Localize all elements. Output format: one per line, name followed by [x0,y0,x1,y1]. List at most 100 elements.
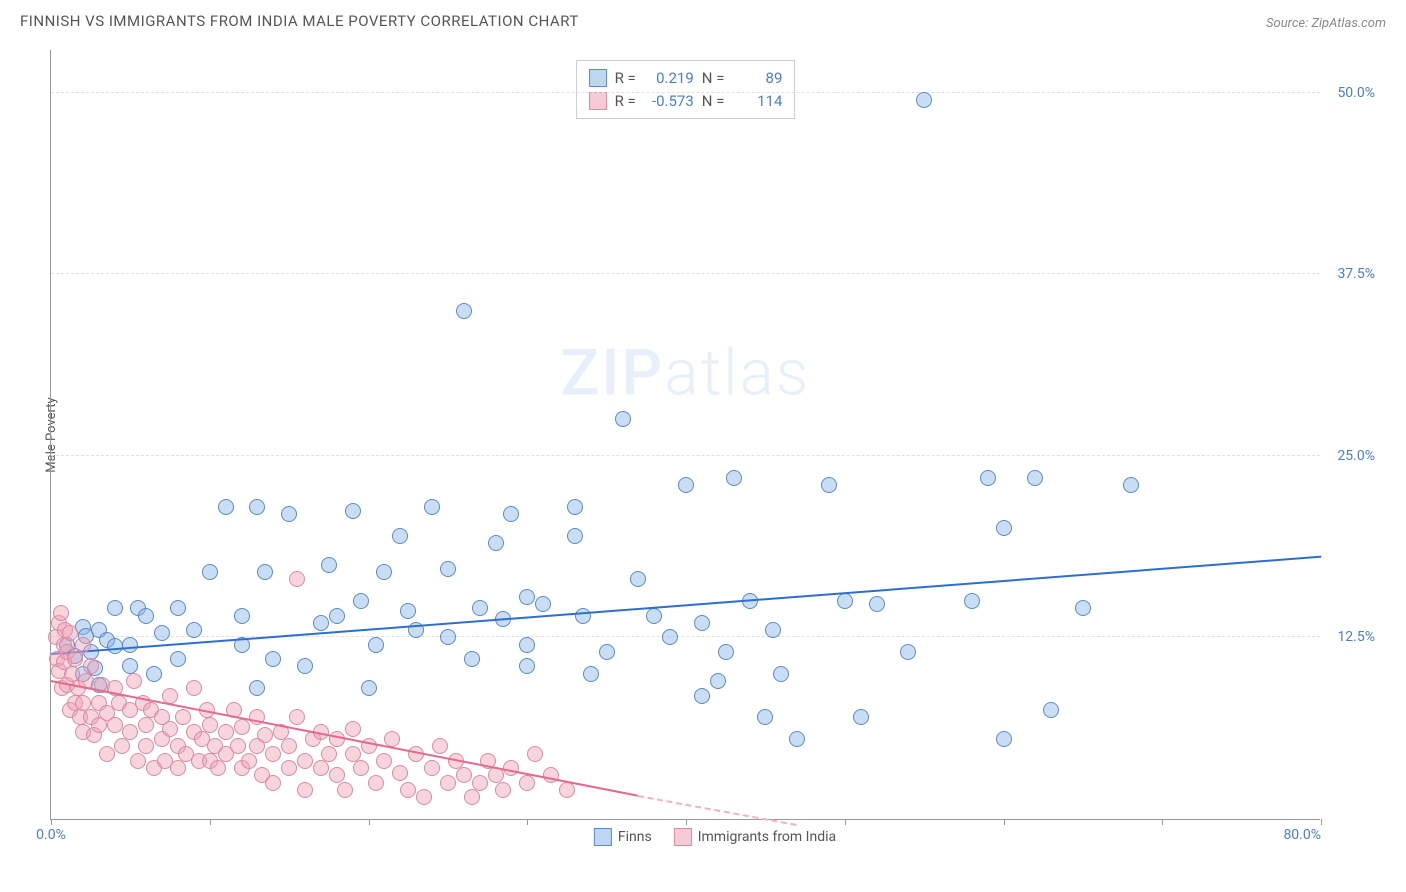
data-point [107,717,123,733]
data-point [472,600,488,616]
y-tick-label: 12.5% [1337,629,1375,645]
data-point [353,760,369,776]
x-tick [369,819,370,825]
stat-n-val-1: 89 [732,67,782,90]
data-point [980,470,996,486]
stat-r-label-2: R = [615,90,636,113]
data-point [1043,702,1059,718]
data-point [154,625,170,641]
data-point [126,673,142,689]
x-tick [1004,819,1005,825]
plot-area: ZIPatlas R = 0.219 N = 89 R = -0.573 N =… [50,50,1320,820]
data-point [186,622,202,638]
data-point [519,658,535,674]
data-point [107,638,123,654]
data-point [853,709,869,725]
trend-line [51,556,1321,655]
data-point [440,561,456,577]
data-point [416,789,432,805]
data-point [257,727,273,743]
data-point [916,92,932,108]
data-point [519,589,535,605]
watermark-a: ZIP [561,335,665,410]
data-point [464,789,480,805]
gridline [51,273,1320,274]
data-point [456,767,472,783]
data-point [67,651,83,667]
stat-r-val-1: 0.219 [644,67,694,90]
data-point [837,593,853,609]
data-point [599,644,615,660]
data-point [329,767,345,783]
x-tick [686,819,687,825]
data-point [218,499,234,515]
trend-line [51,680,639,797]
stat-n-val-2: 114 [732,90,782,113]
source-name: ZipAtlas.com [1311,16,1386,31]
data-point [464,651,480,667]
data-point [249,499,265,515]
data-point [440,775,456,791]
data-point [583,666,599,682]
gridline [51,455,1320,456]
data-point [230,738,246,754]
data-point [1075,600,1091,616]
data-point [789,731,805,747]
gridline [51,92,1320,93]
legend-item-1: Finns [594,828,652,846]
data-point [297,658,313,674]
data-point [289,571,305,587]
y-tick-label: 50.0% [1337,85,1375,101]
chart-title: FINNISH VS IMMIGRANTS FROM INDIA MALE PO… [20,12,579,30]
data-point [210,760,226,776]
data-point [432,738,448,754]
x-tick [1162,819,1163,825]
data-point [678,477,694,493]
legend-swatch-blue [594,828,612,846]
data-point [138,738,154,754]
data-point [234,608,250,624]
chart-container: Male Poverty ZIPatlas R = 0.219 N = 89 R… [50,50,1380,820]
stats-box: R = 0.219 N = 89 R = -0.573 N = 114 [576,60,796,119]
data-point [99,746,115,762]
data-point [122,637,138,653]
data-point [646,608,662,624]
trend-line-dash [638,795,797,826]
data-point [964,593,980,609]
data-point [337,782,353,798]
stats-row-1: R = 0.219 N = 89 [589,67,783,90]
data-point [368,775,384,791]
data-point [519,775,535,791]
data-point [297,782,313,798]
data-point [456,303,472,319]
data-point [869,596,885,612]
data-point [424,499,440,515]
data-point [75,637,91,653]
data-point [114,738,130,754]
data-point [186,680,202,696]
data-point [694,688,710,704]
data-point [170,760,186,776]
stat-r-val-2: -0.573 [644,90,694,113]
data-point [321,746,337,762]
data-point [424,760,440,776]
data-point [202,717,218,733]
data-point [83,658,99,674]
data-point [440,629,456,645]
data-point [1027,470,1043,486]
data-point [175,709,191,725]
x-tick [527,819,528,825]
data-point [265,651,281,667]
data-point [488,535,504,551]
data-point [694,615,710,631]
x-tick [210,819,211,825]
watermark: ZIPatlas [561,335,811,410]
data-point [313,760,329,776]
data-point [241,753,257,769]
stats-row-2: R = -0.573 N = 114 [589,90,783,113]
data-point [757,709,773,725]
data-point [1123,477,1139,493]
data-point [376,564,392,580]
data-point [615,411,631,427]
data-point [265,746,281,762]
